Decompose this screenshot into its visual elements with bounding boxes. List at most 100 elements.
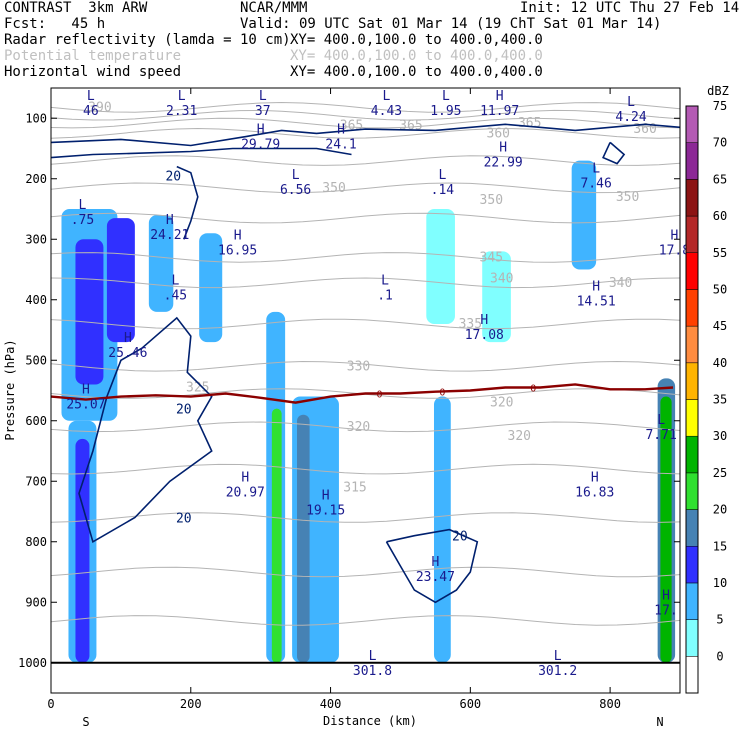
extremum-mark-17: L	[171, 274, 179, 289]
freezing-level-label-2: 0	[530, 383, 536, 394]
extremum-value-20: 17.08	[465, 328, 504, 343]
colorbar-label-0: 0	[716, 649, 723, 663]
theta-line-12	[51, 421, 680, 433]
field-name-wind: Horizontal wind speed	[4, 64, 182, 80]
y-tick-label-6: 700	[25, 474, 47, 488]
theta-label-9: 345	[480, 250, 503, 265]
colorbar-frame	[685, 105, 699, 694]
reflectivity-cell-13	[482, 251, 511, 343]
theta-line-8	[51, 277, 680, 289]
theta-label-12: 335	[459, 317, 482, 332]
extremum-mark-0: L	[87, 89, 95, 104]
extremum-value-6: 4.24	[615, 110, 646, 125]
theta-label-13: 330	[347, 359, 370, 374]
colorbar-label-8: 40	[713, 356, 727, 370]
field-name-theta: Potential temperature	[4, 48, 182, 64]
theta-line-7	[51, 252, 680, 263]
forecast-hour: Fcst: 45 h	[4, 16, 106, 32]
extremum-mark-27: H	[431, 555, 439, 570]
extremum-value-29: 301.8	[353, 664, 392, 679]
colorbar-swatch-12	[685, 215, 699, 253]
reflectivity-cell-3	[75, 438, 90, 663]
x-axis-label: Distance (km)	[323, 714, 417, 728]
theta-label-7: 350	[480, 193, 503, 208]
y-tick-label-1: 200	[25, 172, 47, 186]
extremum-mark-5: H	[496, 89, 504, 104]
reflectivity-cell-11	[426, 209, 455, 324]
wind-contour-1	[51, 147, 352, 159]
wind-contours: 20 20 20 20	[51, 123, 680, 604]
colorbar-label-13: 65	[713, 172, 727, 186]
field-xy-theta: XY= 400.0,100.0 to 400.0,400.0	[290, 48, 543, 64]
extremum-value-19: 14.51	[577, 295, 616, 310]
y-tick-label-2: 300	[25, 232, 47, 246]
extremum-mark-18: L	[381, 274, 389, 289]
extremum-mark-22: H	[82, 383, 90, 398]
colorbar-label-2: 10	[713, 576, 727, 590]
extremum-mark-30: L	[554, 649, 562, 664]
extremum-mark-11: L	[438, 168, 446, 183]
model-title: CONTRAST 3km ARW	[4, 0, 148, 16]
y-tick-label-3: 400	[25, 293, 47, 307]
extremum-value-21: 25.46	[108, 346, 147, 361]
theta-label-2: 365	[399, 119, 422, 134]
y-tick-label-0: 100	[25, 111, 47, 125]
extremum-value-13: .75	[71, 213, 94, 228]
wind-contour-3	[385, 528, 479, 604]
theta-label-11: 340	[609, 276, 632, 291]
colorbar-swatch-0	[685, 656, 699, 694]
y-tick-label-4: 500	[25, 353, 47, 367]
extremum-value-17: .45	[164, 289, 187, 304]
extremum-value-18: .1	[377, 289, 393, 304]
field-xy-wind: XY= 400.0,100.0 to 400.0,400.0	[290, 64, 543, 80]
wind-label-0: 20	[165, 170, 181, 185]
x-tick-label-3: 600	[459, 697, 481, 711]
colorbar-swatch-9	[685, 325, 699, 364]
colorbar-swatch-10	[685, 289, 699, 327]
extremum-mark-12: L	[592, 162, 600, 177]
field-name-reflectivity: Radar reflectivity (lamda = 10 cm)	[4, 32, 291, 48]
colorbar-label-14: 70	[713, 136, 727, 150]
extremum-value-9: 22.99	[484, 156, 523, 171]
colorbar-label-7: 35	[713, 393, 727, 407]
wind-label-2: 20	[176, 512, 192, 527]
theta-label-10: 340	[490, 272, 513, 287]
field-xy-reflectivity: XY= 400.0,100.0 to 400.0,400.0	[290, 32, 543, 48]
colorbar-label-11: 55	[713, 246, 727, 260]
x-tick-label-2: 400	[320, 697, 342, 711]
colorbar-swatch-5	[685, 472, 699, 510]
extremum-mark-10: L	[292, 168, 300, 183]
south-label: S	[82, 715, 89, 729]
colorbar-label-9: 45	[713, 319, 727, 333]
colorbar-swatch-8	[685, 362, 699, 400]
freezing-level: 0 0 0	[51, 383, 680, 664]
wind-contour-0	[51, 123, 680, 147]
theta-line-9	[51, 318, 680, 330]
extremum-value-5: 11.97	[480, 104, 519, 119]
extremum-value-1: 2.31	[166, 104, 197, 119]
extremum-mark-8: H	[337, 122, 345, 137]
theta-label-16: 320	[508, 429, 531, 444]
extremum-mark-21: H	[124, 331, 132, 346]
colorbar-label-4: 20	[713, 503, 727, 517]
freezing-level-line	[51, 383, 674, 404]
wind-contour-2	[78, 316, 213, 544]
theta-line-0	[51, 101, 680, 113]
colorbar-label-10: 50	[713, 282, 727, 296]
extremum-mark-4: L	[442, 89, 450, 104]
extremum-mark-13: L	[79, 198, 87, 213]
colorbar-label-5: 25	[713, 466, 727, 480]
colorbar-label-3: 15	[713, 539, 727, 553]
y-tick-label-8: 900	[25, 595, 47, 609]
extremum-mark-9: H	[499, 141, 507, 156]
y-tick-label-5: 600	[25, 414, 47, 428]
theta-line-4	[51, 155, 680, 166]
extremum-mark-2: L	[259, 89, 267, 104]
theta-line-5	[51, 182, 680, 194]
valid-time: Valid: 09 UTC Sat 01 Mar 14 (19 ChT Sat …	[240, 16, 662, 32]
extremum-mark-3: L	[383, 89, 391, 104]
extremum-value-28: 17.	[654, 603, 677, 618]
